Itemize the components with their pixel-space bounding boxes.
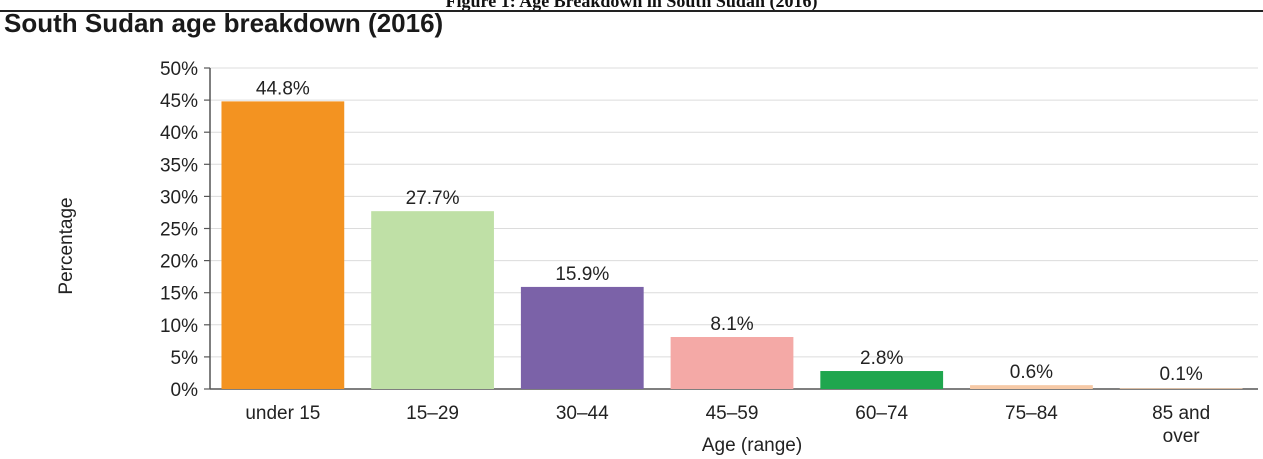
bar (371, 211, 494, 389)
data-label: 8.1% (710, 314, 753, 335)
grid-lines (210, 67, 1258, 358)
figure-caption: Figure 1: Age Breakdown in South Sudan (… (445, 0, 818, 11)
y-tick-label: 25% (160, 220, 198, 241)
data-label: 27.7% (406, 188, 460, 209)
x-axis-categories: under 15 15–29 30–44 45–59 60–74 75–84 85 ando… (245, 403, 1210, 447)
x-tick-label: 75–84 (1005, 403, 1058, 424)
x-axis-label: Age (range) (702, 435, 802, 456)
bar (970, 385, 1093, 389)
y-tick-label: 10% (160, 316, 198, 337)
chart-title: South Sudan age breakdown (2016) (4, 8, 444, 38)
y-tick-label: 35% (160, 155, 198, 176)
bars (221, 101, 1243, 389)
data-labels: 44.8% 27.7% 15.9% 8.1% 2.8% 0.6% 0.1% (256, 78, 1203, 385)
y-tick-label: 45% (160, 91, 198, 112)
y-tick-label: 40% (160, 123, 198, 144)
data-label: 44.8% (256, 78, 310, 99)
x-tick-label: 85 and (1152, 403, 1210, 424)
data-label: 0.6% (1010, 362, 1053, 383)
bar (670, 336, 794, 389)
x-tick-label: under 15 (245, 403, 320, 424)
x-tick-label: 30–44 (556, 403, 609, 424)
bar (221, 101, 345, 389)
data-label: 15.9% (555, 264, 609, 285)
y-tick-label: 50% (160, 59, 198, 80)
bar (1119, 388, 1243, 389)
y-axis-ticks: 0% 5% 10% 15% 20% 25% 30% 35% 40% 45% 50% (160, 59, 210, 401)
y-tick-label: 30% (160, 187, 198, 208)
x-tick-label: 45–59 (706, 403, 759, 424)
y-axis-label: Percentage (56, 197, 77, 294)
x-tick-label: 15–29 (406, 403, 459, 424)
y-tick-label: 5% (171, 348, 199, 369)
bar (820, 371, 944, 389)
data-label: 2.8% (860, 348, 903, 369)
y-tick-label: 20% (160, 252, 198, 273)
caption-rule (0, 10, 1263, 12)
y-tick-label: 15% (160, 284, 198, 305)
y-tick-label: 0% (171, 380, 199, 401)
x-tick-label-line2: over (1163, 426, 1201, 447)
x-tick-label: 60–74 (855, 403, 908, 424)
bar (520, 286, 644, 389)
data-label: 0.1% (1159, 364, 1202, 385)
